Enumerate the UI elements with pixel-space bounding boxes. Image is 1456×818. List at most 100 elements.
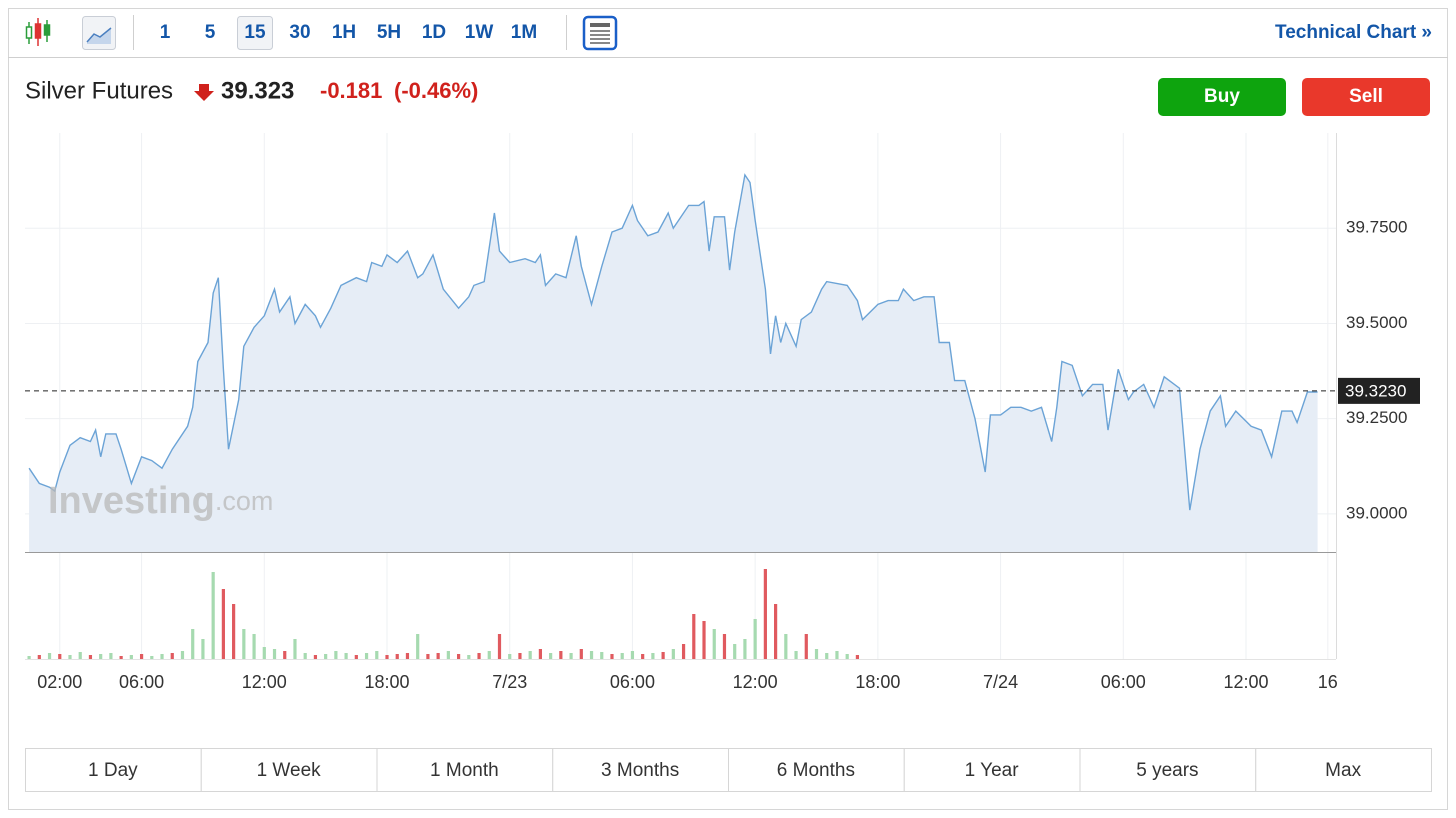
sell-label[interactable]: Sell: [1349, 86, 1383, 107]
volume-bar: [845, 654, 849, 659]
x-tick-label: 12:00: [242, 672, 287, 692]
change-percent: (-0.46%): [394, 78, 478, 103]
range-button[interactable]: [1255, 748, 1432, 792]
table-icon[interactable]: [582, 15, 618, 51]
interval-button[interactable]: 1M: [511, 22, 537, 43]
interval-button[interactable]: 1H: [332, 22, 356, 43]
volume-bar: [170, 653, 174, 659]
volume-bar: [559, 651, 563, 659]
range-label[interactable]: 3 Months: [601, 760, 679, 781]
range-button[interactable]: [1079, 748, 1257, 792]
volume-bar: [620, 653, 624, 659]
volume-bar: [467, 655, 471, 659]
watermark-domain: .com: [215, 486, 274, 516]
range-label[interactable]: Max: [1325, 760, 1361, 781]
range-label[interactable]: 6 Months: [777, 760, 855, 781]
volume-bar: [88, 655, 93, 659]
controls: 1 5 15 30 1H 5H 1D 1W 1M1 Day 1 Week 1 Month 3 Mont…: [25, 16, 1432, 792]
volume-bar: [191, 629, 195, 659]
range-button[interactable]: [25, 748, 202, 792]
volume-bar: [78, 652, 82, 659]
volume-bar: [733, 644, 737, 659]
volume-bar: [651, 653, 655, 659]
volume-bar: [180, 651, 185, 659]
volume-bar: [804, 634, 808, 659]
range-label[interactable]: 1 Day: [88, 760, 138, 781]
volume-bar: [794, 651, 798, 659]
volume-bar: [426, 654, 430, 659]
volume-bar: [436, 653, 440, 659]
volume-bar: [528, 651, 532, 659]
range-button[interactable]: [200, 748, 378, 792]
interval-button[interactable]: 1W: [465, 22, 494, 43]
interval-button[interactable]: 5H: [377, 22, 401, 43]
volume-bar: [109, 653, 113, 659]
volume-bar: [211, 572, 215, 659]
technical-chart-link[interactable]: Technical Chart »: [1275, 22, 1432, 43]
volume-bar: [293, 639, 297, 659]
y-tick-label: 39.2500: [1346, 408, 1407, 427]
axes: 39.0000 39.2500 39.5000 39.7500 02:00 06:00 12…: [25, 133, 1420, 692]
interval-button[interactable]: 1D: [422, 22, 446, 43]
range-label[interactable]: 1 Year: [965, 760, 1020, 781]
range-label[interactable]: 5 years: [1136, 760, 1198, 781]
range-label[interactable]: 1 Week: [257, 760, 322, 781]
volume-bar: [242, 629, 246, 659]
volume-bar: [610, 654, 614, 659]
volume-bar: [681, 644, 686, 659]
volume-bar: [446, 651, 450, 659]
volume-bar: [221, 589, 225, 659]
volume-bar: [252, 634, 256, 659]
x-tick-label: 06:00: [1101, 672, 1146, 692]
range-button[interactable]: [552, 748, 729, 792]
range-button[interactable]: [903, 748, 1081, 792]
volume-bar: [569, 653, 573, 659]
volume-bar: [119, 656, 123, 659]
range-label[interactable]: 1 Month: [430, 760, 499, 781]
x-tick-label: 02:00: [37, 672, 82, 692]
volume-bar: [27, 656, 31, 659]
price: 39.323: [221, 77, 294, 104]
buy-label[interactable]: Buy: [1204, 86, 1240, 107]
volume-bar: [344, 653, 348, 659]
last-price-box: [1338, 377, 1420, 404]
volume-bar: [589, 651, 594, 659]
volume-bar: [334, 651, 338, 659]
candle-icon[interactable]: [25, 18, 51, 46]
volume-bar: [641, 654, 645, 659]
interval-button[interactable]: 1: [160, 22, 171, 43]
buy-button[interactable]: [1158, 78, 1286, 116]
volume-bar: [549, 653, 553, 659]
x-tick-label: 16: [1318, 672, 1338, 692]
x-tick-label: 7/24: [983, 672, 1018, 692]
volume-bar: [825, 653, 829, 659]
volume-bar: [508, 654, 512, 659]
volume-bar: [232, 604, 236, 659]
interval-button[interactable]: 30: [289, 22, 310, 43]
y-tick-label: 39.5000: [1346, 313, 1407, 332]
volume-bar: [58, 654, 62, 659]
interval-button[interactable]: 5: [205, 22, 216, 43]
volume-bar: [129, 655, 133, 659]
x-tick-label: 12:00: [733, 672, 778, 692]
volume-bar: [324, 654, 328, 659]
last-price-label: 39.3230: [1345, 381, 1406, 400]
down-arrow: [194, 84, 214, 101]
volume-bar: [416, 634, 420, 659]
volume-bar: [477, 653, 481, 659]
area-icon[interactable]: [82, 16, 116, 50]
volume-bar: [753, 619, 757, 659]
volume-bar: [671, 649, 675, 659]
volume-bar: [354, 655, 358, 659]
volume-bar: [763, 569, 767, 659]
x-tick-label: 06:00: [119, 672, 164, 692]
volume-bar: [456, 654, 461, 659]
volume-bar: [313, 655, 318, 659]
sell-button[interactable]: [1302, 78, 1430, 116]
range-button[interactable]: [728, 748, 905, 792]
interval-button[interactable]: 15: [244, 22, 266, 43]
volume-bar: [538, 649, 543, 659]
change: -0.181: [320, 78, 382, 103]
volume-bar: [835, 651, 839, 659]
